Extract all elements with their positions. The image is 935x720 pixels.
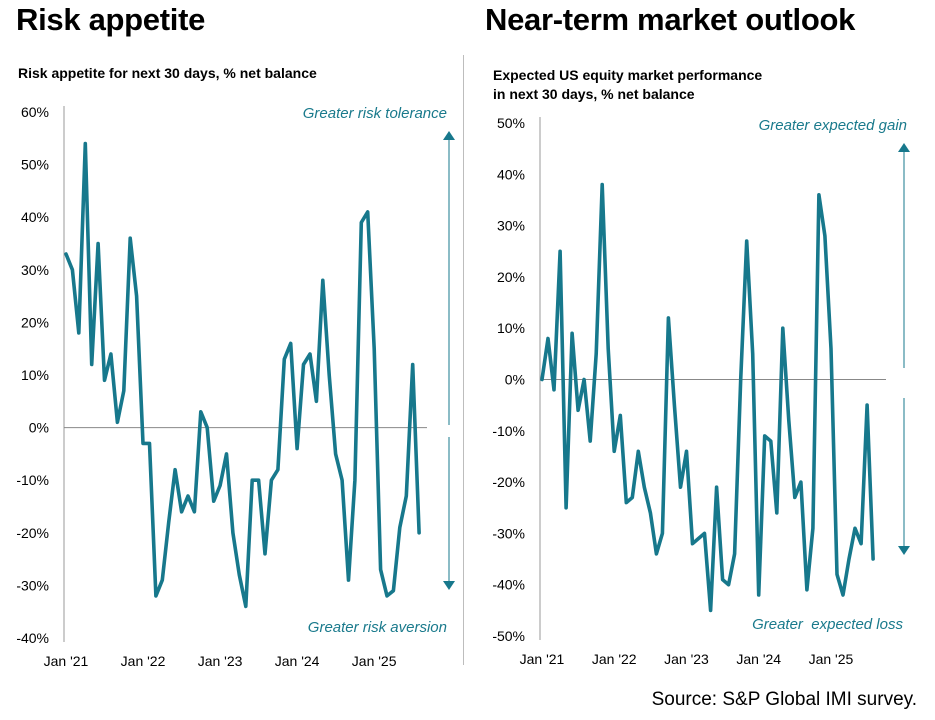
outlook-arrow-down-head bbox=[898, 546, 910, 555]
risk-arrow-down-head bbox=[443, 581, 455, 590]
outlook-y-tick-label: 40% bbox=[497, 166, 525, 182]
risk-y-tick-label: 50% bbox=[21, 157, 49, 173]
risk-y-tick-label: 30% bbox=[21, 262, 49, 278]
outlook-y-tick-label: 30% bbox=[497, 218, 525, 234]
risk-appetite-chart: -40% -30% -20% -10% 0% 10% 20% 30% 40% 50% 60% Jan … bbox=[16, 104, 455, 669]
outlook-x-tick-label: Jan '21 bbox=[520, 651, 565, 667]
risk-y-tick-label: 10% bbox=[21, 367, 49, 383]
market-outlook-chart: -50% -40% -30% -20% -10% 0% 10% 20% 30% 40% 50% Jan… bbox=[492, 115, 910, 667]
risk-y-tick-label: -40% bbox=[16, 630, 49, 646]
outlook-series-line bbox=[540, 182, 875, 613]
outlook-y-tick-label: 20% bbox=[497, 269, 525, 285]
risk-x-tick-label: Jan '21 bbox=[44, 653, 89, 669]
risk-annotation-bottom: Greater risk aversion bbox=[308, 619, 447, 636]
risk-x-tick-label: Jan '23 bbox=[198, 653, 243, 669]
risk-y-tick-label: -10% bbox=[16, 472, 49, 488]
outlook-x-tick-label: Jan '22 bbox=[592, 651, 637, 667]
outlook-y-tick-label: -20% bbox=[492, 474, 525, 490]
outlook-annotation-bottom: Greater expected loss bbox=[752, 616, 903, 633]
outlook-y-tick-label: -10% bbox=[492, 423, 525, 439]
risk-y-tick-label: 40% bbox=[21, 209, 49, 225]
risk-y-tick-label: 20% bbox=[21, 314, 49, 330]
outlook-y-tick-label: -30% bbox=[492, 525, 525, 541]
panel-divider bbox=[463, 55, 464, 665]
risk-x-tick-label: Jan '25 bbox=[352, 653, 397, 669]
risk-x-tick-label: Jan '22 bbox=[121, 653, 166, 669]
risk-y-tick-label: 60% bbox=[21, 104, 49, 120]
risk-appetite-subtitle: Risk appetite for next 30 days, % net ba… bbox=[18, 65, 317, 81]
market-outlook-subtitle-line2: in next 30 days, % net balance bbox=[493, 86, 695, 102]
market-outlook-subtitle: Expected US equity market performance in… bbox=[493, 66, 762, 104]
risk-annotation-top: Greater risk tolerance bbox=[303, 105, 447, 122]
outlook-y-tick-label: 10% bbox=[497, 320, 525, 336]
market-outlook-heading: Near-term market outlook bbox=[485, 2, 856, 37]
risk-appetite-heading: Risk appetite bbox=[16, 2, 206, 37]
risk-y-tick-label: -30% bbox=[16, 577, 49, 593]
outlook-y-tick-label: 0% bbox=[505, 372, 525, 388]
source-note: Source: S&P Global IMI survey. bbox=[651, 689, 917, 710]
outlook-y-tick-label: -50% bbox=[492, 628, 525, 644]
outlook-x-tick-label: Jan '24 bbox=[736, 651, 781, 667]
risk-y-tick-label: -20% bbox=[16, 525, 49, 541]
outlook-annotation-top: Greater expected gain bbox=[759, 117, 907, 134]
risk-y-tick-label: 0% bbox=[29, 420, 49, 436]
outlook-x-tick-label: Jan '23 bbox=[664, 651, 709, 667]
outlook-y-tick-label: 50% bbox=[497, 115, 525, 131]
outlook-x-tick-label: Jan '25 bbox=[809, 651, 854, 667]
risk-series-line bbox=[64, 141, 421, 609]
outlook-y-tick-label: -40% bbox=[492, 577, 525, 593]
risk-x-tick-label: Jan '24 bbox=[275, 653, 320, 669]
outlook-arrow-up-head bbox=[898, 143, 910, 152]
market-outlook-subtitle-line1: Expected US equity market performance bbox=[493, 67, 763, 83]
risk-arrow-up-head bbox=[443, 131, 455, 140]
